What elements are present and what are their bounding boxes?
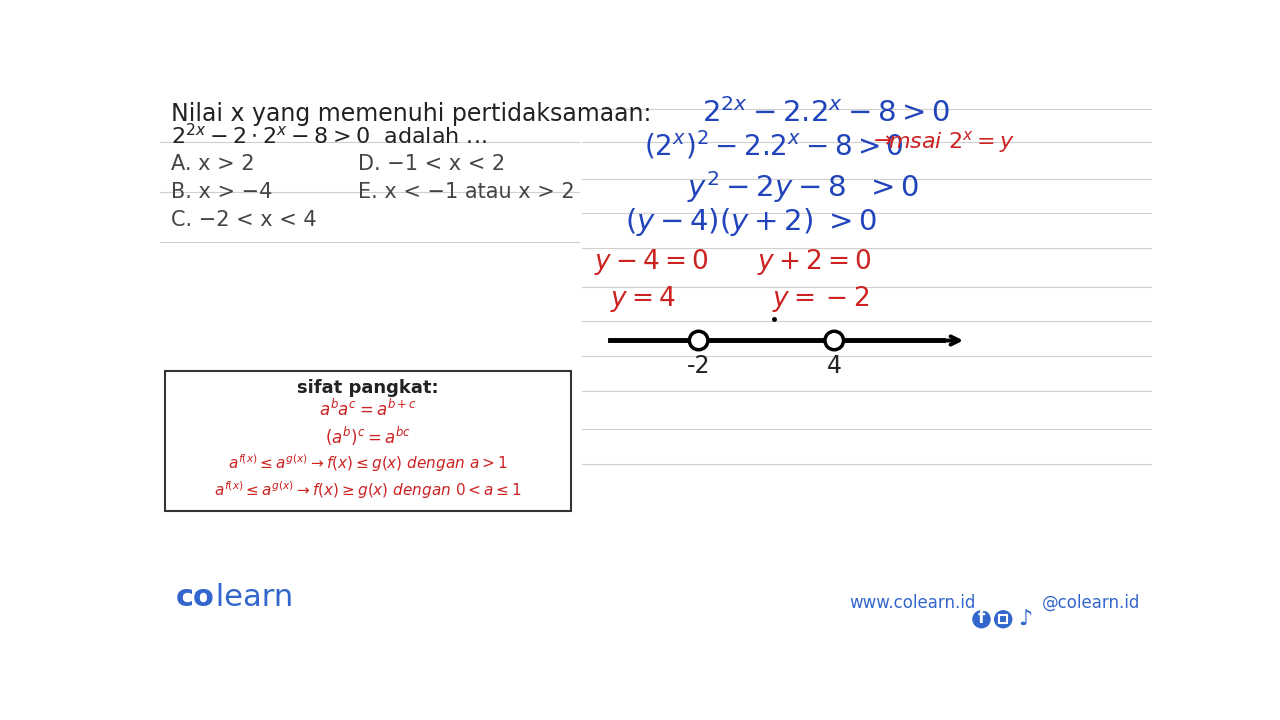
Text: C. −2 < x < 4: C. −2 < x < 4 (170, 210, 316, 230)
Text: $a^b a^c = a^{b+c}$: $a^b a^c = a^{b+c}$ (319, 399, 417, 420)
Text: learn: learn (206, 582, 293, 611)
Text: $2^{2x}-2.2^x-8>0$: $2^{2x}-2.2^x-8>0$ (703, 98, 951, 128)
Text: A. x > 2: A. x > 2 (170, 154, 255, 174)
Text: ♪: ♪ (1018, 608, 1032, 629)
Text: $a^{f(x)} \leq a^{g(x)} \rightarrow f(x) \leq g(x)$ dengan $a > 1$: $a^{f(x)} \leq a^{g(x)} \rightarrow f(x)… (228, 452, 507, 474)
Text: 4: 4 (827, 354, 842, 378)
Text: $y-4=0$: $y-4=0$ (594, 246, 709, 276)
Circle shape (690, 331, 708, 350)
Text: $a^{f(x)} \leq a^{g(x)} \rightarrow f(x) \geq g(x)$ dengan $0 < a \leq 1$: $a^{f(x)} \leq a^{g(x)} \rightarrow f(x)… (214, 479, 521, 501)
Text: $(a^b)^c = a^{bc}$: $(a^b)^c = a^{bc}$ (325, 426, 411, 449)
Text: msai $2^x=y$: msai $2^x=y$ (888, 129, 1015, 155)
Text: www.colearn.id: www.colearn.id (850, 593, 977, 611)
Circle shape (995, 611, 1011, 628)
Text: -2: -2 (687, 354, 710, 378)
Text: $y=4$: $y=4$ (609, 284, 676, 313)
Text: B. x > −4: B. x > −4 (170, 182, 273, 202)
Circle shape (824, 331, 844, 350)
Text: $y+2=0$: $y+2=0$ (756, 246, 872, 276)
Text: Nilai x yang memenuhi pertidaksamaan:: Nilai x yang memenuhi pertidaksamaan: (170, 102, 652, 126)
Text: D. −1 < x < 2: D. −1 < x < 2 (357, 154, 504, 174)
Circle shape (973, 611, 989, 628)
Text: f: f (978, 609, 986, 627)
Text: @colearn.id: @colearn.id (1042, 593, 1140, 611)
Text: $y=-2$: $y=-2$ (772, 284, 869, 313)
Text: $\rightarrow$: $\rightarrow$ (869, 129, 893, 149)
Text: co: co (175, 582, 214, 611)
Text: $y^2-2y-8\ \ >0$: $y^2-2y-8\ \ >0$ (687, 168, 919, 204)
Text: sifat pangkat:: sifat pangkat: (297, 379, 439, 397)
Text: $2^{2x} - 2 \cdot 2^x - 8 > 0$  adalah ...: $2^{2x} - 2 \cdot 2^x - 8 > 0$ adalah ..… (170, 123, 486, 148)
Text: E. x < −1 atau x > 2: E. x < −1 atau x > 2 (357, 182, 575, 202)
Text: $(2^x)^2-2.2^x-8>0$: $(2^x)^2-2.2^x-8>0$ (644, 129, 904, 162)
FancyBboxPatch shape (165, 372, 571, 511)
Text: $(y-4)(y+2)\ >0$: $(y-4)(y+2)\ >0$ (625, 206, 877, 238)
